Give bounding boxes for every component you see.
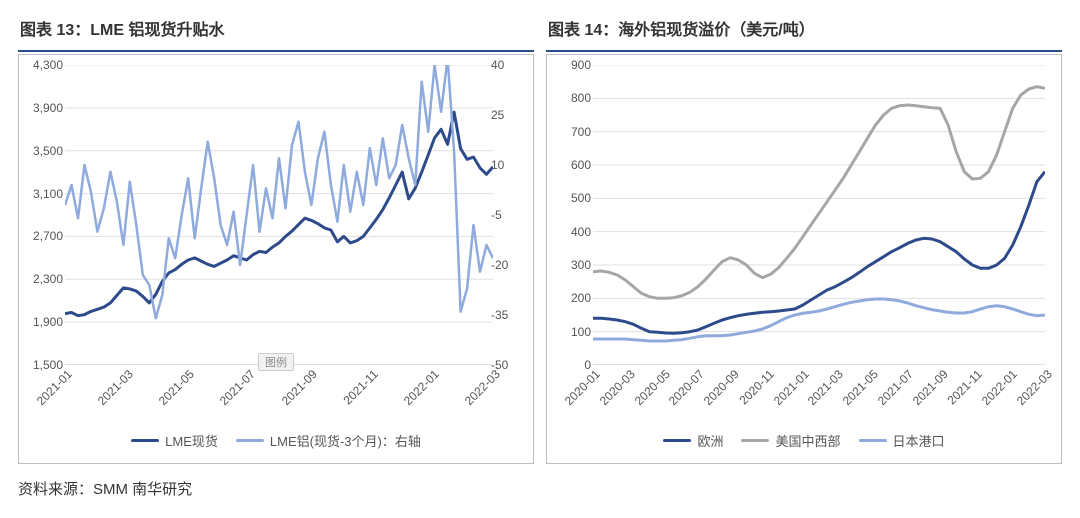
y-tick: 1,900 xyxy=(25,315,63,329)
x-tick: 2020-03 xyxy=(597,367,638,408)
y-tick: 4,300 xyxy=(25,58,63,72)
legend-item: LME铝(现货-3个月)：右轴 xyxy=(236,431,421,450)
y-tick: 3,900 xyxy=(25,101,63,115)
x-tick: 2022-01 xyxy=(401,367,442,408)
y-tick: 1,500 xyxy=(25,358,63,372)
y-tick: 500 xyxy=(553,191,591,205)
legend-item: LME现货 xyxy=(131,431,218,450)
x-tick: 2021-05 xyxy=(156,367,197,408)
y-tick: 300 xyxy=(553,258,591,272)
x-tick: 2020-07 xyxy=(666,367,707,408)
source-label: 资料来源：SMM 南华研究 xyxy=(18,464,1062,499)
legend-badge: 图例 xyxy=(258,353,294,371)
y-tick: -5 xyxy=(491,208,529,222)
y-tick: 600 xyxy=(553,158,591,172)
x-tick: 2020-01 xyxy=(562,367,603,408)
x-tick: 2020-09 xyxy=(701,367,742,408)
x-tick: 2021-01 xyxy=(34,367,75,408)
legend-label: 日本港口 xyxy=(893,431,945,450)
legend-label: LME铝(现货-3个月)：右轴 xyxy=(270,431,421,450)
x-tick: 2021-03 xyxy=(95,367,136,408)
y-tick: 10 xyxy=(491,158,529,172)
legend-swatch xyxy=(663,439,691,442)
y-tick: -35 xyxy=(491,308,529,322)
x-tick: 2021-11 xyxy=(945,367,985,407)
chart-right: 0100200300400500600700800900 2020-012020… xyxy=(546,54,1062,464)
legend-item: 欧洲 xyxy=(663,431,723,450)
y-tick: -20 xyxy=(491,258,529,272)
y-tick: 25 xyxy=(491,108,529,122)
x-tick: 2021-11 xyxy=(340,367,380,407)
y-tick: 0 xyxy=(553,358,591,372)
x-tick: 2022-03 xyxy=(462,367,503,408)
chart-left: 1,500 1,900 2,300 2,700 3,100 3,500 3,900 4,300… xyxy=(18,54,534,464)
y-tick: 800 xyxy=(553,91,591,105)
y-tick: 2,300 xyxy=(25,272,63,286)
chart-title-left: 图表 13：LME 铝现货升贴水 xyxy=(18,12,534,52)
legend-item: 日本港口 xyxy=(859,431,945,450)
right-panel: 图表 14：海外铝现货溢价（美元/吨） 0 100 200 300 400 500 600 7… xyxy=(546,12,1062,464)
legend-label: LME现货 xyxy=(165,431,218,450)
x-tick: 2021-09 xyxy=(278,367,319,408)
x-tick: 2021-09 xyxy=(910,367,951,408)
y-tick: 700 xyxy=(553,125,591,139)
y-tick: 400 xyxy=(553,225,591,239)
legend-swatch xyxy=(741,439,769,442)
y-tick: 3,100 xyxy=(25,187,63,201)
legend-label: 美国中西部 xyxy=(775,431,840,450)
chart-title-right: 图表 14：海外铝现货溢价（美元/吨） xyxy=(546,12,1062,52)
legend-swatch xyxy=(236,439,264,442)
y-tick: 40 xyxy=(491,58,529,72)
x-tick: 2022-01 xyxy=(979,367,1020,408)
y-tick: 3,500 xyxy=(25,144,63,158)
y-tick: 900 xyxy=(553,58,591,72)
x-tick: 2021-01 xyxy=(770,367,811,408)
x-tick: 2020-05 xyxy=(631,367,672,408)
series-line xyxy=(593,299,1045,341)
x-tick: 2021-07 xyxy=(217,367,258,408)
legend-swatch xyxy=(859,439,887,442)
x-tick: 2021-07 xyxy=(875,367,916,408)
series-line xyxy=(65,65,493,318)
left-panel: 图表 13：LME 铝现货升贴水 1,500 1,900 2,300 2,700 3,1… xyxy=(18,12,534,464)
legend-swatch xyxy=(131,439,159,442)
x-tick: 2021-05 xyxy=(840,367,881,408)
x-tick: 2020-11 xyxy=(736,367,776,407)
legend-item: 美国中西部 xyxy=(741,431,840,450)
legend-label: 欧洲 xyxy=(697,431,723,450)
y-tick: 200 xyxy=(553,291,591,305)
series-line xyxy=(65,112,493,316)
x-tick: 2022-03 xyxy=(1014,367,1055,408)
y-tick: 100 xyxy=(553,325,591,339)
x-tick: 2021-03 xyxy=(805,367,846,408)
y-tick: 2,700 xyxy=(25,229,63,243)
